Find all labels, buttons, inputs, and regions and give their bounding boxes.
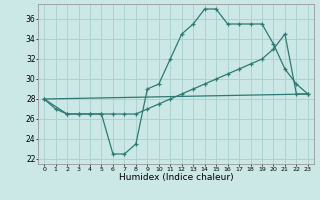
X-axis label: Humidex (Indice chaleur): Humidex (Indice chaleur)	[119, 173, 233, 182]
